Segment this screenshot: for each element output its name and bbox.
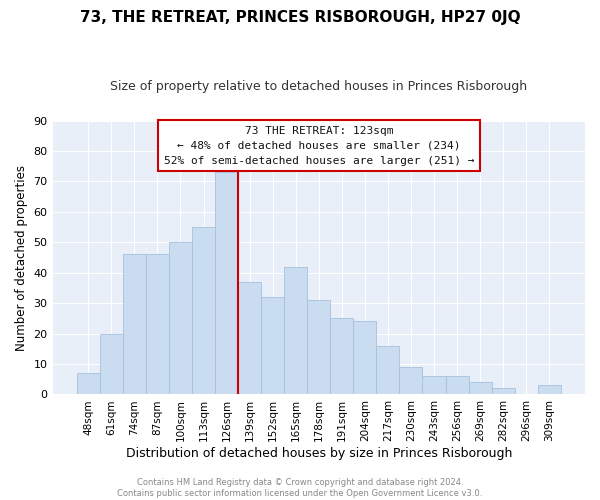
Text: 73 THE RETREAT: 123sqm
← 48% of detached houses are smaller (234)
52% of semi-de: 73 THE RETREAT: 123sqm ← 48% of detached… — [164, 126, 474, 166]
Bar — [146, 254, 169, 394]
Bar — [400, 367, 422, 394]
Bar — [215, 172, 238, 394]
Bar — [330, 318, 353, 394]
Bar — [284, 266, 307, 394]
Text: Contains HM Land Registry data © Crown copyright and database right 2024.
Contai: Contains HM Land Registry data © Crown c… — [118, 478, 482, 498]
Bar — [123, 254, 146, 394]
Bar — [538, 386, 561, 394]
Bar — [353, 322, 376, 394]
Bar — [192, 227, 215, 394]
Bar — [422, 376, 446, 394]
X-axis label: Distribution of detached houses by size in Princes Risborough: Distribution of detached houses by size … — [125, 447, 512, 460]
Bar — [307, 300, 330, 394]
Bar — [491, 388, 515, 394]
Bar — [261, 297, 284, 394]
Text: 73, THE RETREAT, PRINCES RISBOROUGH, HP27 0JQ: 73, THE RETREAT, PRINCES RISBOROUGH, HP2… — [80, 10, 520, 25]
Bar — [238, 282, 261, 395]
Y-axis label: Number of detached properties: Number of detached properties — [15, 164, 28, 350]
Bar — [469, 382, 491, 394]
Bar — [376, 346, 400, 395]
Bar — [77, 373, 100, 394]
Bar — [169, 242, 192, 394]
Title: Size of property relative to detached houses in Princes Risborough: Size of property relative to detached ho… — [110, 80, 527, 93]
Bar — [446, 376, 469, 394]
Bar — [100, 334, 123, 394]
